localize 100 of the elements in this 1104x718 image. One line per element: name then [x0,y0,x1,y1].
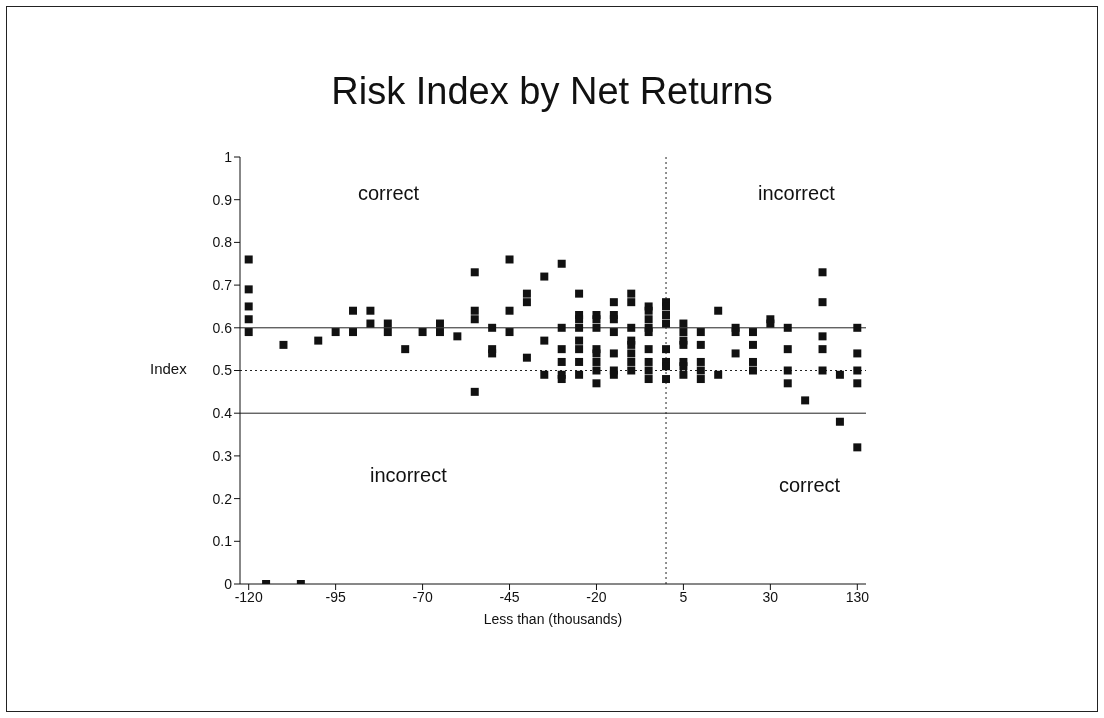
point [470,315,479,324]
y-tick-label: 0.1 [212,533,233,550]
point [679,340,688,349]
point [748,357,757,366]
chart-title: Risk Index by Net Returns [330,70,774,113]
point [557,323,566,332]
point [366,319,375,328]
point [592,315,601,324]
point [644,345,653,354]
point [662,345,671,354]
point [244,315,253,324]
point [662,375,671,384]
point [662,302,671,311]
point [627,366,636,375]
point [627,323,636,332]
x-tick-label: 30 [762,588,779,605]
point [818,345,827,354]
point [609,370,618,379]
point [349,306,358,315]
point [366,306,375,315]
annotation: incorrect [758,182,835,205]
point [853,379,862,388]
point [714,306,723,315]
point [679,362,688,371]
y-tick-label: 0.4 [212,405,233,422]
point [522,289,531,298]
x-tick-label: -45 [499,588,520,605]
x-tick-label: 130 [845,588,870,605]
point [244,255,253,264]
point [627,357,636,366]
y-tick-label: 0.5 [212,362,233,379]
point [731,328,740,337]
point [314,336,323,345]
point [853,443,862,452]
point [853,323,862,332]
point [627,289,636,298]
y-tick-label: 0.9 [212,191,233,208]
point [557,345,566,354]
point [609,298,618,307]
x-tick-label: 5 [679,588,688,605]
point [609,328,618,337]
point [505,328,514,337]
point [853,349,862,358]
point [592,357,601,366]
point [435,328,444,337]
point [505,255,514,264]
point [575,357,584,366]
point [696,328,705,337]
point [644,306,653,315]
annotation: incorrect [370,464,447,487]
point [679,370,688,379]
point [731,349,740,358]
point [662,310,671,319]
point [835,417,844,426]
y-tick-label: 1 [224,148,233,165]
point [627,340,636,349]
point [609,315,618,324]
point [557,259,566,268]
point [644,328,653,337]
point [766,319,775,328]
point [835,370,844,379]
y-axis-title: Index [150,360,187,377]
point [453,332,462,341]
point [644,375,653,384]
point [383,328,392,337]
point [488,323,497,332]
point [505,306,514,315]
point [783,379,792,388]
point [575,336,584,345]
point [244,302,253,311]
point [609,349,618,358]
point [662,319,671,328]
x-tick-label: -20 [586,588,607,605]
point [818,332,827,341]
y-tick-label: 0 [224,575,233,592]
y-tick-label: 0.2 [212,490,233,507]
point [714,370,723,379]
point [696,366,705,375]
y-tick-label: 0.3 [212,447,233,464]
point [696,357,705,366]
point [818,366,827,375]
point [644,357,653,366]
point [801,396,810,405]
point [331,328,340,337]
point [644,315,653,324]
point [696,375,705,384]
point [592,323,601,332]
point [748,328,757,337]
point [575,315,584,324]
x-tick-label: -120 [234,588,263,605]
point [522,353,531,362]
point [522,298,531,307]
point [592,366,601,375]
x-tick-label: -70 [412,588,433,605]
point [818,298,827,307]
point [818,268,827,277]
point [557,375,566,384]
point [540,336,549,345]
point [592,349,601,358]
point [783,366,792,375]
